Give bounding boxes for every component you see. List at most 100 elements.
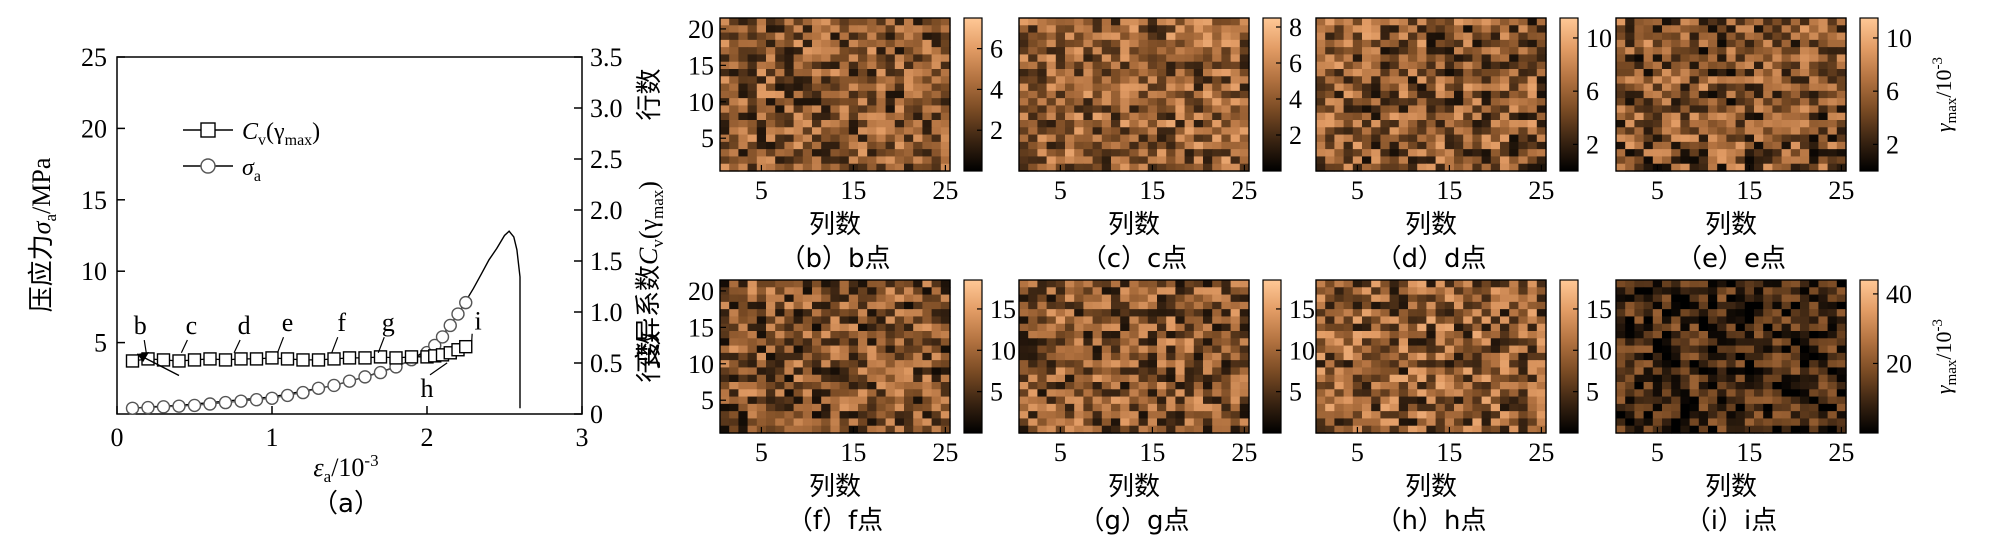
heatmap-caption: （g）g点 <box>1078 506 1189 536</box>
heatmap-cell <box>1671 382 1681 390</box>
heatmap-cell <box>793 425 804 434</box>
heatmap-cell <box>1698 69 1709 77</box>
heatmap-cell <box>1744 294 1755 303</box>
heatmap-cell <box>1500 47 1510 56</box>
heatmap-cell <box>1175 403 1186 412</box>
heatmap-cell <box>720 309 730 318</box>
heatmap-cell <box>720 294 730 303</box>
heatmap-cell <box>1343 156 1354 165</box>
heatmap-cell <box>1680 76 1691 85</box>
heatmap-cell <box>1634 389 1645 398</box>
heatmap-cell <box>1221 352 1232 361</box>
cv-marker <box>459 339 473 354</box>
heatmap-cell <box>867 134 877 143</box>
heatmap-cell <box>1175 294 1186 303</box>
heatmap-cell <box>756 32 767 41</box>
heatmap-cell <box>1518 25 1529 34</box>
heatmap-y-tick-label: 20 <box>688 277 714 306</box>
heatmap-cell <box>1827 47 1838 56</box>
heatmap-cell <box>1698 127 1709 136</box>
heatmap-cell <box>1790 425 1801 434</box>
heatmap-cell <box>1203 98 1213 107</box>
heatmap-cell <box>1212 156 1222 165</box>
heatmap-cell <box>1352 156 1363 165</box>
heatmap-cell <box>830 396 841 405</box>
heatmap-cell <box>1634 374 1645 383</box>
heatmap-cell <box>1343 149 1354 158</box>
heatmap-cell <box>1435 360 1446 369</box>
heatmap-cell <box>1316 90 1326 99</box>
heatmap-cell <box>1389 112 1400 121</box>
heatmap-cell <box>1698 280 1709 288</box>
heatmap-cell <box>1735 301 1746 310</box>
heatmap-cell <box>1509 163 1519 172</box>
heatmap-cell <box>1790 294 1801 303</box>
heatmap-cell <box>839 32 850 41</box>
heatmap-frame <box>1018 17 1250 172</box>
heatmap-cell <box>1417 141 1427 150</box>
heatmap-cell <box>1019 301 1029 310</box>
heatmap-cell <box>894 403 905 412</box>
heatmap-cell <box>1230 338 1241 347</box>
heatmap-cell <box>1074 25 1084 34</box>
heatmap-cell <box>1698 90 1709 99</box>
heatmap-cell <box>775 396 785 405</box>
heatmap-cell <box>747 90 758 99</box>
heatmap-cell <box>1500 287 1510 296</box>
heatmap-cell <box>1203 149 1213 158</box>
heatmap-cell <box>1325 382 1335 390</box>
heatmap-cell <box>1472 425 1483 434</box>
heatmap-cell <box>821 396 831 405</box>
heatmap-cell <box>1527 47 1538 56</box>
heatmap-cell <box>812 382 822 390</box>
heatmap-cell <box>1203 389 1213 398</box>
heatmap-cell <box>885 32 896 41</box>
heatmap-cell <box>867 411 877 420</box>
heatmap-cell <box>848 403 859 412</box>
heatmap-cell <box>738 352 749 361</box>
heatmap-cell <box>1316 112 1326 121</box>
heatmap-cell <box>1625 382 1635 390</box>
heatmap-cell <box>1652 83 1663 92</box>
heatmap-cell <box>1527 18 1538 26</box>
heatmap-cell <box>1046 411 1057 420</box>
heatmap-cell <box>747 425 758 434</box>
heatmap-cell <box>784 323 795 332</box>
heatmap-cell <box>1472 54 1483 63</box>
heatmap-cell <box>766 39 776 48</box>
heatmap-frame <box>1018 279 1250 434</box>
heatmap-cell <box>784 112 795 121</box>
heatmap-cell <box>1671 134 1681 143</box>
heatmap-cell <box>802 382 813 390</box>
heatmap-cell <box>913 112 923 121</box>
heatmap-cell <box>1212 127 1222 136</box>
heatmap-cell <box>904 141 914 150</box>
heatmap-cell <box>885 411 896 420</box>
heatmap-cell <box>1221 98 1232 107</box>
heatmap-cell <box>1454 18 1464 26</box>
heatmap-cell <box>1454 396 1464 405</box>
heatmap-cell <box>894 83 905 92</box>
heatmap-cell <box>784 316 795 325</box>
heatmap-cell <box>1147 367 1158 376</box>
heatmap-cell <box>1239 309 1250 318</box>
heatmap-cell <box>1352 403 1363 412</box>
heatmap-cell <box>1111 54 1121 63</box>
heatmap-cell <box>922 90 933 99</box>
heatmap-cell <box>1426 396 1437 405</box>
heatmap-cell <box>1371 403 1381 412</box>
heatmap-cell <box>1790 156 1801 165</box>
heatmap-cell <box>1037 280 1048 288</box>
heatmap-cell <box>940 98 951 107</box>
heatmap-cell <box>1481 105 1492 114</box>
heatmap-cell <box>1689 389 1700 398</box>
heatmap-cell <box>1809 316 1819 325</box>
heatmap-cell <box>1708 411 1718 420</box>
heatmap-cell <box>1518 345 1529 354</box>
heatmap-cell <box>1362 18 1372 26</box>
heatmap-cell <box>1184 382 1195 390</box>
heatmap-cell <box>1221 90 1232 99</box>
heatmap-cell <box>1389 105 1400 114</box>
heatmap-cell <box>1671 411 1681 420</box>
heatmap-cell <box>1129 280 1140 288</box>
